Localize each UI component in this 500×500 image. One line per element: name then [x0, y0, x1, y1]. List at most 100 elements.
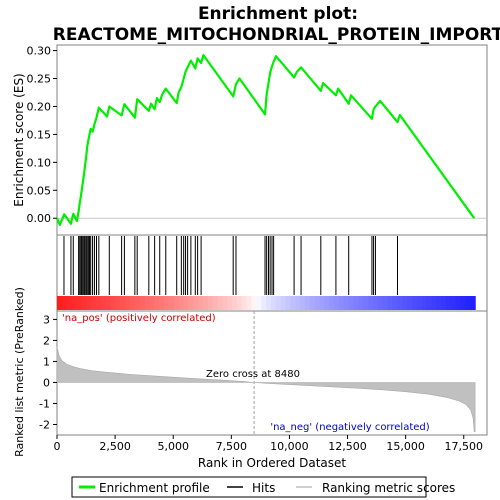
- colorbar-segment: [295, 296, 300, 310]
- colorbar-segment: [67, 296, 72, 310]
- colorbar-segment: [339, 296, 344, 310]
- neg-correlated-label: 'na_neg' (negatively correlated): [270, 422, 429, 433]
- colorbar-segment: [72, 296, 77, 310]
- colorbar-segment: [86, 296, 91, 310]
- zero-cross-label: Zero cross at 8480: [206, 369, 300, 380]
- es-y-tick-label: 0.05: [27, 184, 52, 197]
- colorbar-segment: [281, 296, 286, 310]
- legend-label-hits: Hits: [252, 481, 275, 495]
- colorbar-segment: [203, 296, 208, 310]
- colorbar-segment: [140, 296, 145, 310]
- colorbar-segment: [149, 296, 154, 310]
- colorbar-segment: [412, 296, 417, 310]
- x-tick-label: 2,500: [99, 440, 131, 453]
- colorbar-segment: [110, 296, 115, 310]
- colorbar-segment: [271, 296, 276, 310]
- colorbar-segment: [208, 296, 213, 310]
- es-y-tick-label: 0.15: [27, 128, 52, 141]
- colorbar-segment: [446, 296, 451, 310]
- metric-y-tick-label: -1: [39, 397, 50, 410]
- metric-y-tick-label: 3: [43, 313, 50, 326]
- colorbar-segment: [125, 296, 130, 310]
- colorbar-segment: [96, 296, 101, 310]
- colorbar-segment: [135, 296, 140, 310]
- colorbar-segment: [334, 296, 339, 310]
- colorbar-segment: [373, 296, 378, 310]
- colorbar-segment: [441, 296, 446, 310]
- colorbar-segment: [383, 296, 388, 310]
- x-tick-label: 17,500: [445, 440, 484, 453]
- colorbar-segment: [315, 296, 320, 310]
- x-axis: 0 2,500 5,000 7,500 10,000 12,500 15,000 17,500: [54, 435, 484, 453]
- colorbar-segment: [91, 296, 96, 310]
- es-y-tick-label: 0.25: [27, 73, 52, 86]
- metric-y-tick-label: 1: [43, 355, 50, 368]
- colorbar-segment: [145, 296, 150, 310]
- colorbar-segment: [232, 296, 237, 310]
- colorbar-segment: [101, 296, 106, 310]
- colorbar-segment: [183, 296, 188, 310]
- colorbar-segment: [329, 296, 334, 310]
- colorbar-segment: [286, 296, 291, 310]
- x-tick-label: 12,500: [328, 440, 367, 453]
- colorbar-segment: [120, 296, 125, 310]
- es-y-tick-label: 0.00: [27, 212, 52, 225]
- colorbar-segment: [407, 296, 412, 310]
- colorbar-segment: [213, 296, 218, 310]
- colorbar-segment: [368, 296, 373, 310]
- colorbar-segment: [76, 296, 81, 310]
- colorbar-segment: [300, 296, 305, 310]
- colorbar-segment: [256, 296, 261, 310]
- es-y-tick-label: 0.10: [27, 156, 52, 169]
- es-panel-frame: [57, 45, 487, 235]
- colorbar-segment: [227, 296, 232, 310]
- colorbar-segment: [354, 296, 359, 310]
- colorbar-segment: [358, 296, 363, 310]
- colorbar-segment: [222, 296, 227, 310]
- chart-title-line2: REACTOME_MITOCHONDRIAL_PROTEIN_IMPORT: [53, 25, 500, 45]
- colorbar-segment: [242, 296, 247, 310]
- colorbar-segment: [422, 296, 427, 310]
- colorbar-segment: [456, 296, 461, 310]
- colorbar-segment: [81, 296, 86, 310]
- es-y-axis: 0.00 0.05 0.10 0.15 0.20 0.25 0.30: [27, 45, 58, 226]
- x-axis-label: Rank in Ordered Dataset: [198, 456, 346, 470]
- colorbar-segment: [266, 296, 271, 310]
- colorbar-segment: [378, 296, 383, 310]
- colorbar-segment: [305, 296, 310, 310]
- rank-colorbar: [57, 296, 476, 310]
- x-tick-label: 5,000: [157, 440, 189, 453]
- colorbar-segment: [427, 296, 432, 310]
- es-y-tick-label: 0.30: [27, 45, 52, 58]
- x-tick-label: 15,000: [386, 440, 425, 453]
- colorbar-segment: [470, 296, 475, 310]
- colorbar-segment: [106, 296, 111, 310]
- colorbar-segment: [251, 296, 256, 310]
- colorbar-segment: [431, 296, 436, 310]
- colorbar-segment: [237, 296, 242, 310]
- colorbar-segment: [349, 296, 354, 310]
- colorbar-segment: [276, 296, 281, 310]
- colorbar-segment: [461, 296, 466, 310]
- colorbar-segment: [324, 296, 329, 310]
- colorbar-segment: [392, 296, 397, 310]
- colorbar-segment: [465, 296, 470, 310]
- legend-label-enrichment: Enrichment profile: [99, 481, 210, 495]
- colorbar-segment: [154, 296, 159, 310]
- colorbar-segment: [310, 296, 315, 310]
- colorbar-segment: [217, 296, 222, 310]
- colorbar-segment: [193, 296, 198, 310]
- es-y-axis-label: Enrichment score (ES): [12, 73, 26, 206]
- colorbar-segment: [62, 296, 67, 310]
- metric-y-tick-label: -2: [39, 418, 50, 431]
- x-tick-label: 7,500: [216, 440, 248, 453]
- colorbar-segment: [169, 296, 174, 310]
- colorbar-segment: [261, 296, 266, 310]
- x-tick-label: 0: [54, 440, 61, 453]
- colorbar-segment: [159, 296, 164, 310]
- colorbar-segment: [57, 296, 62, 310]
- pos-correlated-label: 'na_pos' (positively correlated): [62, 313, 216, 324]
- colorbar-segment: [179, 296, 184, 310]
- colorbar-segment: [164, 296, 169, 310]
